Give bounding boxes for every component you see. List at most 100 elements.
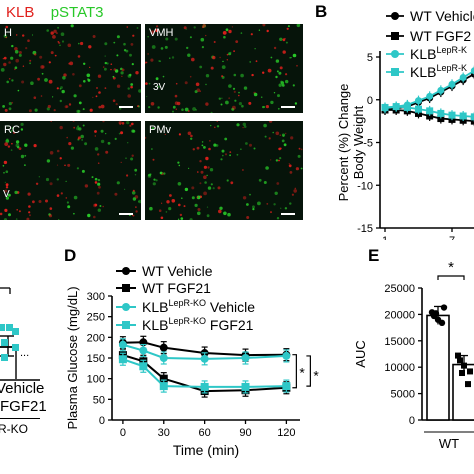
panel-b-y-tick-label: -5 — [363, 138, 373, 150]
panel-e-sig-bracket — [437, 275, 465, 280]
panel-d-x-tick-label: 60 — [199, 427, 211, 439]
panel-c-group-label: R-KO — [0, 422, 28, 436]
stain-klb-label: KLB — [6, 4, 35, 21]
micrograph-vmh-label: VMH — [149, 27, 174, 39]
panel-b-y-tick-label: -15 — [357, 223, 373, 235]
panel-e-y-tick-label: 5000 — [391, 389, 415, 401]
panel-b-legend-label: KLBLepR-K — [410, 63, 467, 80]
panel-b-ylabel-2: Body Weight — [351, 105, 366, 179]
panel-b-point — [448, 111, 456, 119]
panel-b-legend-label: WT Vehicle — [410, 8, 474, 24]
panel-d-y-tick-label: 200 — [87, 332, 105, 344]
panel-d-point — [118, 355, 127, 364]
panel-b-y-tick-label: 5 — [367, 52, 373, 64]
panel-a-header: KLB pSTAT3 — [6, 4, 104, 21]
panel-d-point — [282, 351, 291, 360]
panel-b-point — [392, 103, 400, 111]
panel-b-legend-marker — [391, 68, 399, 76]
panel-d-y-tick-label: 150 — [87, 353, 105, 365]
panel-e-point — [461, 362, 467, 369]
panel-b-point — [415, 97, 422, 105]
panel-c-dots: ... — [20, 347, 29, 359]
micrograph-rc: RC V — [0, 121, 141, 220]
panel-d-point — [159, 354, 168, 362]
panel-e-point — [455, 352, 461, 359]
panel-d-legend-label: WT FGF21 — [142, 280, 211, 296]
panel-b-point — [437, 109, 445, 117]
panel-e-point — [438, 319, 446, 327]
panel-c-point — [12, 344, 19, 351]
panel-b-point — [437, 115, 445, 123]
panel-c-chart: ... — [0, 287, 40, 381]
panel-c-point — [6, 324, 13, 331]
panel-e-y-tick-label: 20000 — [384, 309, 415, 321]
panel-d-y-tick-label: 0 — [99, 415, 105, 427]
panel-d-x-tick-label: 30 — [158, 427, 170, 439]
micrograph-pmv-label: PMv — [149, 124, 171, 136]
ventricle-label: V — [3, 189, 10, 200]
panel-b-point — [470, 117, 474, 125]
panel-d-point — [282, 382, 291, 391]
panel-d-y-tick-label: 250 — [87, 312, 105, 324]
panel-e-point — [432, 310, 440, 317]
panel-e-sig-star: * — [448, 259, 454, 276]
panel-b-point — [403, 103, 411, 111]
panel-d-legend-marker — [122, 303, 130, 311]
panel-d-ylabel: Plasma Glucose (mg/dL) — [65, 286, 80, 429]
micrograph-vmh-texture — [145, 24, 301, 113]
panel-b-point — [459, 112, 467, 120]
stain-pstat3-label: pSTAT3 — [50, 4, 104, 21]
panel-b-point — [437, 86, 445, 94]
panel-d-y-tick-label: 100 — [87, 374, 105, 386]
micrograph-h: H — [0, 24, 141, 113]
panel-d-point — [241, 354, 250, 362]
micrograph-pmv-texture — [145, 121, 303, 220]
panel-c-group-line — [0, 418, 40, 419]
panel-b-y-tick-label: 0 — [367, 95, 373, 107]
panel-c-point — [1, 354, 8, 361]
panel-e-y-tick-label: 15000 — [384, 336, 415, 348]
panel-c-xlabel-fgf21: FGF21 — [0, 398, 47, 415]
panel-e-point — [457, 357, 463, 364]
panel-b-legend-marker — [391, 32, 399, 40]
panel-e-y-tick-label: 25000 — [384, 283, 415, 295]
panel-d-point — [139, 362, 148, 371]
panel-d-legend-marker — [122, 267, 130, 275]
panel-d-x-tick-label: 0 — [120, 427, 126, 439]
panel-b-legend-label: WT FGF2 — [410, 28, 471, 44]
scale-bar — [281, 106, 295, 108]
panel-b-point — [470, 67, 474, 75]
panel-d-sig-star: * — [299, 364, 305, 380]
panel-d-point — [200, 354, 209, 363]
panel-d-y-tick-label: 300 — [87, 291, 105, 303]
panel-d-point — [118, 340, 127, 349]
micrograph-h-label: H — [4, 27, 12, 39]
panel-b-letter: B — [315, 2, 328, 21]
panel-b-point — [426, 112, 434, 120]
panel-b-point — [470, 113, 474, 121]
panel-b-point — [459, 74, 467, 82]
panel-e-xlabel: WT — [439, 436, 459, 451]
panel-b-legend-label: KLBLepR-K — [410, 45, 467, 62]
panel-b-x-tick-label: 7 — [449, 235, 455, 240]
panel-d-letter: D — [64, 246, 77, 265]
panel-d-legend-marker — [122, 284, 130, 292]
panel-e-point — [467, 368, 473, 375]
panel-d-sig-bracket — [306, 355, 311, 387]
panel-d-sig-bracket — [292, 354, 297, 389]
panel-b-point — [448, 80, 456, 88]
panel-d-point — [139, 346, 148, 355]
micrograph-vmh: VMH 3V — [145, 24, 303, 113]
micrograph-pmv: PMv — [145, 121, 303, 220]
micrograph-rc-texture — [0, 121, 141, 220]
panel-d-x-tick-label: 120 — [277, 427, 295, 439]
panel-d-x-tick-label: 90 — [239, 427, 251, 439]
panel-b-point — [415, 105, 422, 113]
panel-e-point — [459, 370, 465, 377]
panel-e-letter: E — [368, 246, 380, 265]
panel-d-point — [241, 382, 250, 391]
panel-b-point — [426, 107, 434, 115]
